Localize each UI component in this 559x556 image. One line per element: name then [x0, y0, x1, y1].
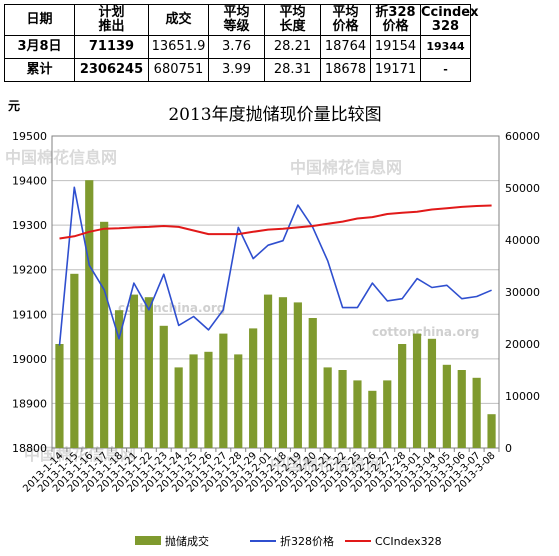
left-tick-label: 19500	[12, 130, 47, 143]
bar-volume	[472, 377, 481, 448]
table-cell: 680751	[148, 58, 209, 82]
table-cell: 3.99	[208, 58, 265, 82]
bar-volume	[398, 344, 407, 448]
watermark-text: 中国棉花信息网	[270, 455, 382, 474]
legend-swatch	[135, 536, 161, 545]
bar-volume	[412, 333, 422, 448]
right-tick-label: 60000	[505, 130, 540, 143]
bar-volume	[174, 367, 183, 448]
table-header-cell: 计划 推出	[74, 4, 149, 36]
bar-volume	[263, 294, 273, 448]
y-axis-label: 元	[8, 99, 20, 113]
table-header-cell: 成交	[148, 4, 209, 36]
bar-volume	[189, 354, 198, 448]
table-cell: 18678	[320, 58, 371, 82]
summary-table: 日期 计划 推出 成交 平均 等级 平均 长度 平均 价格 折328 价格 Ccindex 328 3月8日…	[4, 4, 479, 82]
bar-volume	[85, 180, 94, 448]
right-tick-label: 40000	[505, 234, 540, 247]
left-tick-label: 19000	[12, 353, 47, 366]
legend-label: CCIndex328	[375, 535, 442, 548]
table-cell: -	[420, 58, 471, 82]
right-tick-label: 50000	[505, 182, 540, 195]
bar-volume	[159, 325, 168, 448]
bar-volume	[249, 328, 258, 448]
bar-volume	[70, 273, 79, 448]
bar-volume	[129, 294, 139, 448]
table-header-cell: 折328 价格	[370, 4, 421, 36]
left-tick-label: 18900	[12, 397, 47, 410]
table-header-cell: 平均 等级	[208, 4, 265, 36]
left-tick-label: 19200	[12, 264, 47, 277]
table-cell: 28.31	[264, 58, 321, 82]
right-tick-label: 10000	[505, 390, 540, 403]
table-header-cell: 平均 长度	[264, 4, 321, 36]
bar-volume	[234, 354, 243, 448]
bar-volume	[293, 302, 302, 448]
bar-volume	[114, 310, 124, 448]
table-row: 累计 2306245 680751 3.99 28.31 18678 19171-	[4, 58, 471, 82]
bar-volume	[353, 380, 362, 448]
table-header-cell: 日期	[4, 4, 75, 36]
left-tick-label: 19400	[12, 175, 47, 188]
watermark-text: cottonchina.org	[372, 325, 479, 339]
bar-volume	[323, 367, 332, 448]
bar-volume	[442, 364, 451, 448]
bar-volume	[427, 338, 437, 448]
left-tick-label: 19300	[12, 219, 47, 232]
bar-volume	[144, 297, 153, 448]
watermark-text: 中国棉花信息网	[5, 148, 117, 167]
left-tick-label: 19100	[12, 308, 47, 321]
bar-volume	[55, 344, 64, 448]
line-zhe328	[58, 186, 492, 346]
right-tick-label: 20000	[505, 338, 540, 351]
bar-volume	[487, 414, 496, 448]
chart-title: 2013年度抛储现价量比较图	[168, 105, 381, 125]
bar-volume	[338, 370, 347, 448]
bar-volume	[100, 221, 109, 448]
table-header-row: 日期 计划 推出 成交 平均 等级 平均 长度 平均 价格 折328 价格 Ccindex 328	[4, 4, 479, 36]
table-cell: 3月8日	[4, 35, 75, 59]
table-cell: 13651.9	[148, 35, 209, 59]
table-header-cell: 平均 价格	[320, 4, 371, 36]
table-cell: 累计	[4, 58, 75, 82]
table-cell: 19171	[370, 58, 421, 82]
bar-volume	[308, 318, 317, 448]
bar-volume	[204, 351, 213, 448]
right-tick-label: 0	[505, 442, 512, 455]
bar-volume	[219, 333, 228, 448]
table-cell: 2306245	[74, 58, 149, 82]
legend-label: 折328价格	[280, 534, 334, 548]
legend-label: 抛储成交	[165, 534, 209, 548]
bar-volume	[457, 370, 466, 448]
table-header-cell: Ccindex 328	[420, 4, 479, 36]
line-ccindex328	[59, 204, 492, 240]
left-tick-label: 18800	[12, 442, 47, 455]
watermark-text: 中国棉花信息网	[290, 158, 402, 177]
bar-volume	[383, 380, 392, 448]
right-tick-label: 30000	[505, 286, 540, 299]
bar-volume	[368, 390, 377, 448]
table-cell: 19344	[420, 35, 471, 59]
bar-volume	[278, 297, 288, 448]
